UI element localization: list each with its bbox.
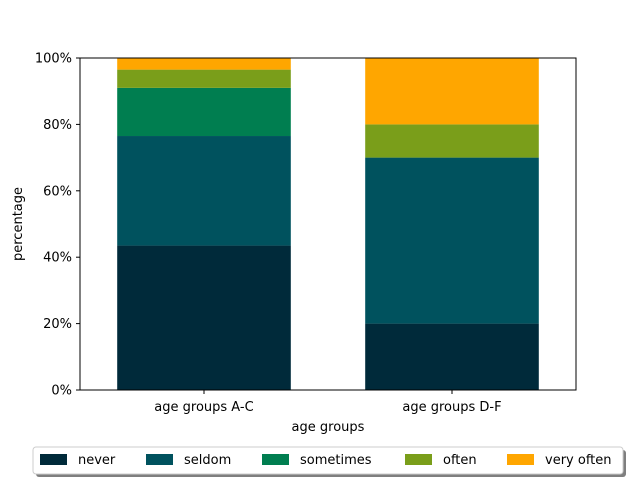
x-tick-label: age groups A-C (154, 400, 253, 415)
legend-label-never: never (78, 453, 116, 468)
bar-segment-seldom-2 (365, 157, 539, 324)
legend-swatch-sometimes (262, 454, 289, 465)
x-axis-label: age groups (292, 420, 365, 435)
bar-segment-often-2 (365, 124, 539, 158)
plot-frame (79, 57, 577, 391)
bar-segment-seldom-1 (117, 136, 291, 246)
legend: never seldom sometimes often very often (32, 446, 626, 477)
legend-frame (32, 446, 624, 475)
bar-segment-very-often-1 (117, 58, 291, 70)
y-tick-label: 100% (35, 52, 72, 67)
y-tick-label: 80% (43, 118, 72, 133)
y-tick-label: 60% (43, 184, 72, 199)
legend-label-often: often (443, 453, 477, 468)
bar-segment-very-often-2 (365, 58, 539, 125)
legend-swatch-never (40, 454, 67, 465)
legend-label-sometimes: sometimes (300, 453, 372, 468)
y-tick-label: 40% (43, 251, 72, 266)
y-tick-label: 0% (51, 384, 72, 399)
legend-swatch-often (405, 454, 432, 465)
bar-segment-often-1 (117, 69, 291, 88)
y-axis-label: percentage (11, 187, 26, 261)
y-tick-label: 20% (43, 317, 72, 332)
x-axis: age groups A-C age groups D-F (154, 390, 502, 415)
legend-label-seldom: seldom (184, 453, 231, 468)
legend-swatch-very-often (507, 454, 534, 465)
legend-swatch-seldom (146, 454, 173, 465)
bar-segment-never-1 (117, 245, 291, 390)
bars-layer (117, 58, 539, 390)
bar-segment-sometimes-1 (117, 87, 291, 137)
x-tick-label: age groups D-F (402, 400, 501, 415)
legend-label-very-often: very often (545, 453, 612, 468)
y-axis: 0% 20% 40% 60% 80% 100% (35, 52, 80, 399)
bar-segment-never-2 (365, 323, 539, 390)
